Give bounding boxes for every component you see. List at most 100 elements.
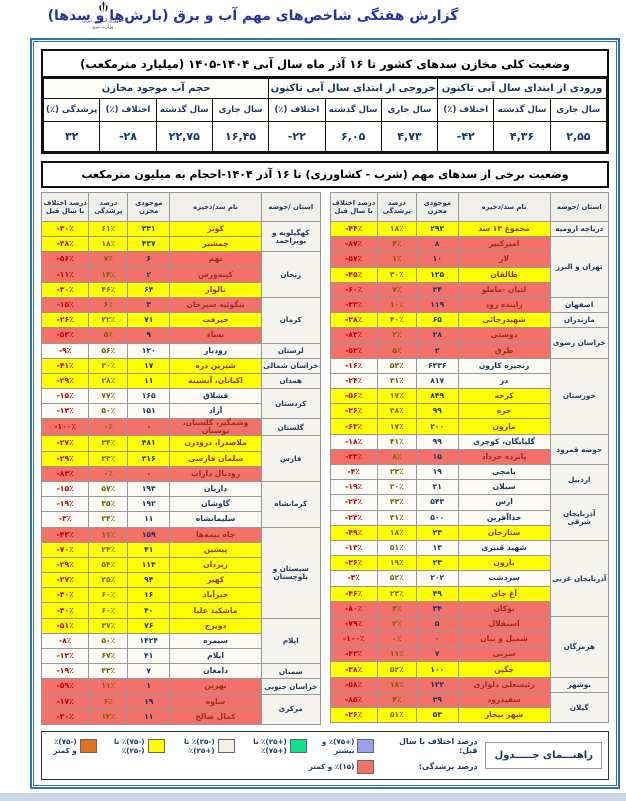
fill-percent-cell: ۲۲٪ [88, 312, 129, 329]
diff-percent-cell: -۱۵٪ [40, 388, 90, 405]
dam-row: مارون ۲۰۰ ۱۷٪ -۶۳٪ [329, 418, 609, 435]
diff-percent-cell: -۱۲٪ [40, 647, 90, 665]
dam-name-cell: چمشیر [169, 236, 263, 253]
summary-col-header: سال جاری [211, 98, 270, 122]
summary-table-section: وضعیت کلی مخازن سدهای کشور تا ۱۶ آذر ماه… [41, 49, 609, 154]
storage-cell: ۶۴ [127, 281, 171, 298]
dam-row: پانزده خرداد ۱۵ ۸٪ -۲۳٪ [329, 448, 609, 466]
storage-cell: ۱۱۹ [415, 296, 459, 314]
province-cell: آذربایجان شرقی [549, 494, 610, 541]
diff-percent-cell: -۷۰٪ [40, 541, 90, 558]
fill-percent-cell: ۱٪ [376, 251, 417, 268]
storage-cell: ۲۱ [415, 479, 459, 496]
diff-percent-cell: -۱۰۰٪ [40, 418, 90, 437]
summary-col-header: سال گذشته [155, 98, 213, 122]
summary-value: ۳۲ [42, 121, 101, 152]
storage-cell: ۴۰ [127, 602, 171, 619]
dam-row: زنجان تهم ۶ ۷٪ -۵۶٪ [40, 251, 321, 298]
summary-col-header: پرشدگی (٪) [42, 98, 101, 122]
dam-name-cell: زنجیره کارون [457, 357, 551, 374]
diff-percent-cell: -۳٪ [40, 511, 90, 528]
dam-name-cell: آغ چای [457, 585, 551, 602]
dam-row: کردستان قشلاق ۱۶۵ ۷۷٪ -۱۵٪ [40, 388, 321, 420]
fill-percent-cell: ۴۶٪ [88, 281, 129, 298]
dam-name-cell: زاینده رود [457, 296, 551, 314]
dam-name-cell: اکباتان، آبشینه [169, 372, 263, 390]
storage-cell: ۱۲۵ [415, 266, 459, 283]
diff-percent-cell: -۵۹٪ [40, 678, 90, 695]
province-cell: کرمان [261, 296, 321, 344]
fill-percent-cell: ۴۳٪ [376, 494, 417, 511]
diff-percent-cell: -۷۹٪ [329, 615, 378, 633]
white-swatch [217, 738, 235, 753]
dams-col-header: درصد پرشدگی [376, 192, 417, 222]
fill-percent-cell: ۱۸٪ [376, 220, 417, 238]
fill-percent-cell: ۲۴٪ [88, 541, 129, 558]
diff-percent-cell: -۳۰٪ [40, 220, 90, 238]
diff-percent-cell: -۳۶٪ [329, 555, 378, 572]
fill-percent-cell: ۵۰٪ [88, 403, 129, 420]
storage-cell: ۶ [127, 251, 171, 268]
fill-percent-cell: ۵۲٪ [376, 661, 417, 678]
legend-item-label: (۱۵)٪ و کمتر [308, 762, 355, 772]
dam-row: شهر بیجار ۵۳ ۵۱٪ -۳۶٪ [329, 706, 609, 724]
dam-row: کهگیلویه و بویراحمد کوثر ۳۳۱ ۶۱٪ -۳۰٪ [40, 220, 321, 253]
dam-name-cell: سلیمانشاه [169, 511, 263, 528]
dam-name-cell: گلپایگان، کوچری [457, 433, 551, 450]
dam-name-cell: تهم [169, 251, 263, 268]
summary-value: -۲۸ [99, 121, 157, 152]
dam-name-cell: قشلاق [169, 388, 263, 405]
storage-cell: ۲ [127, 266, 171, 283]
diff-percent-cell: -۴۴٪ [329, 220, 378, 238]
dam-name-cell: طالقان [457, 266, 551, 283]
storage-cell: ۱۰۰ [415, 661, 459, 678]
dam-name-cell: خداآفرین [457, 509, 551, 526]
province-cell: همدان [261, 372, 321, 390]
dam-name-cell: دوستی [457, 327, 551, 344]
dam-name-cell: رودبال داراب [169, 465, 263, 482]
dam-row: سرنی ۷ ۱۱٪ -۴۳٪ [329, 646, 609, 663]
dam-row: کینه‌ورس ۲ ۱۴٪ -۱۱٪ [40, 266, 321, 283]
dam-row: آذربایجان شرقی ارس ۵۴۳ ۴۳٪ -۲۳٪ [329, 494, 610, 541]
dam-row: زیردان ۱۱۳ ۵۴٪ -۲۹٪ [40, 556, 321, 574]
dams-table-left: استان /حوضه نام سد/ذخیره موجودی مخزن درصد پ… [40, 192, 321, 725]
dam-name-cell: یامچی [457, 463, 551, 481]
fill-percent-cell: ۵۴٪ [88, 556, 129, 574]
diff-percent-cell: -۵۱٪ [40, 617, 90, 634]
storage-cell: ۳۹ [415, 691, 459, 709]
diff-percent-cell: -۱۱٪ [40, 266, 90, 283]
fill-percent-cell: ۲۸٪ [88, 372, 129, 390]
storage-cell: ۲۹۲ [415, 220, 459, 238]
diff-percent-cell: -۵۶٪ [40, 251, 90, 268]
dam-row: بوشهر رئیسعلی دلواری ۱۲۲ ۱۸٪ -۵۸٪ [329, 676, 610, 693]
dam-name-cell: دامغان [169, 663, 263, 680]
dam-row: مرکزی ساوه ۱۹ ۶٪ -۱۷٪ [40, 693, 321, 725]
summary-value: ۴,۳۶ [493, 121, 551, 152]
fill-percent-cell: ۱۱٪ [88, 678, 129, 695]
fill-percent-cell: ۳۷٪ [88, 617, 129, 634]
dam-name-cell: سیمره [169, 632, 263, 650]
fill-percent-cell: ۱۱٪ [88, 526, 129, 543]
legend-item-white: (-۲۵)٪ تا (+۲۵)٪ [179, 737, 235, 755]
legend-item-purple: (+۷۵)٪ و بیشتر [321, 737, 375, 755]
storage-cell: ۲۰۰ [415, 418, 459, 435]
fill-percent-cell: ۴٪ [376, 600, 417, 617]
diff-percent-cell: -۱۳٪ [40, 403, 90, 420]
storage-cell: ۱۳ [415, 539, 459, 557]
diff-percent-cell: -۸٪ [40, 632, 90, 650]
dam-row: دز ۸۱۷ ۳۱٪ -۲۴٪ [329, 372, 609, 390]
dam-row: سردشت ۲۰۲ ۵۲٪ -۳٪ [329, 570, 609, 587]
report-header: جمهوری اسلامی ایران وزارت نیرو گزارش هفت… [0, 0, 626, 37]
fill-percent-cell: ۳۵٪ [88, 496, 129, 513]
storage-cell: ۶۳۳۶ [415, 357, 459, 374]
diff-percent-cell: -۴۵٪ [329, 266, 378, 283]
storage-cell: ۱۱ [127, 372, 171, 390]
dam-name-cell: لتیان -ماملو [457, 281, 551, 298]
dams-table-title: وضعیت برخی از سدهای مهم (شرب - کشاورزی) … [41, 161, 609, 188]
fill-percent-cell: ۵٪ [88, 327, 129, 344]
dam-name-cell: زیردان [169, 556, 263, 574]
fill-percent-cell: ۳۸٪ [376, 403, 417, 420]
fill-percent-cell: ۴۰٪ [376, 312, 417, 329]
storage-cell: ۳ [127, 296, 171, 314]
dam-name-cell: سفیدرود [457, 691, 551, 709]
